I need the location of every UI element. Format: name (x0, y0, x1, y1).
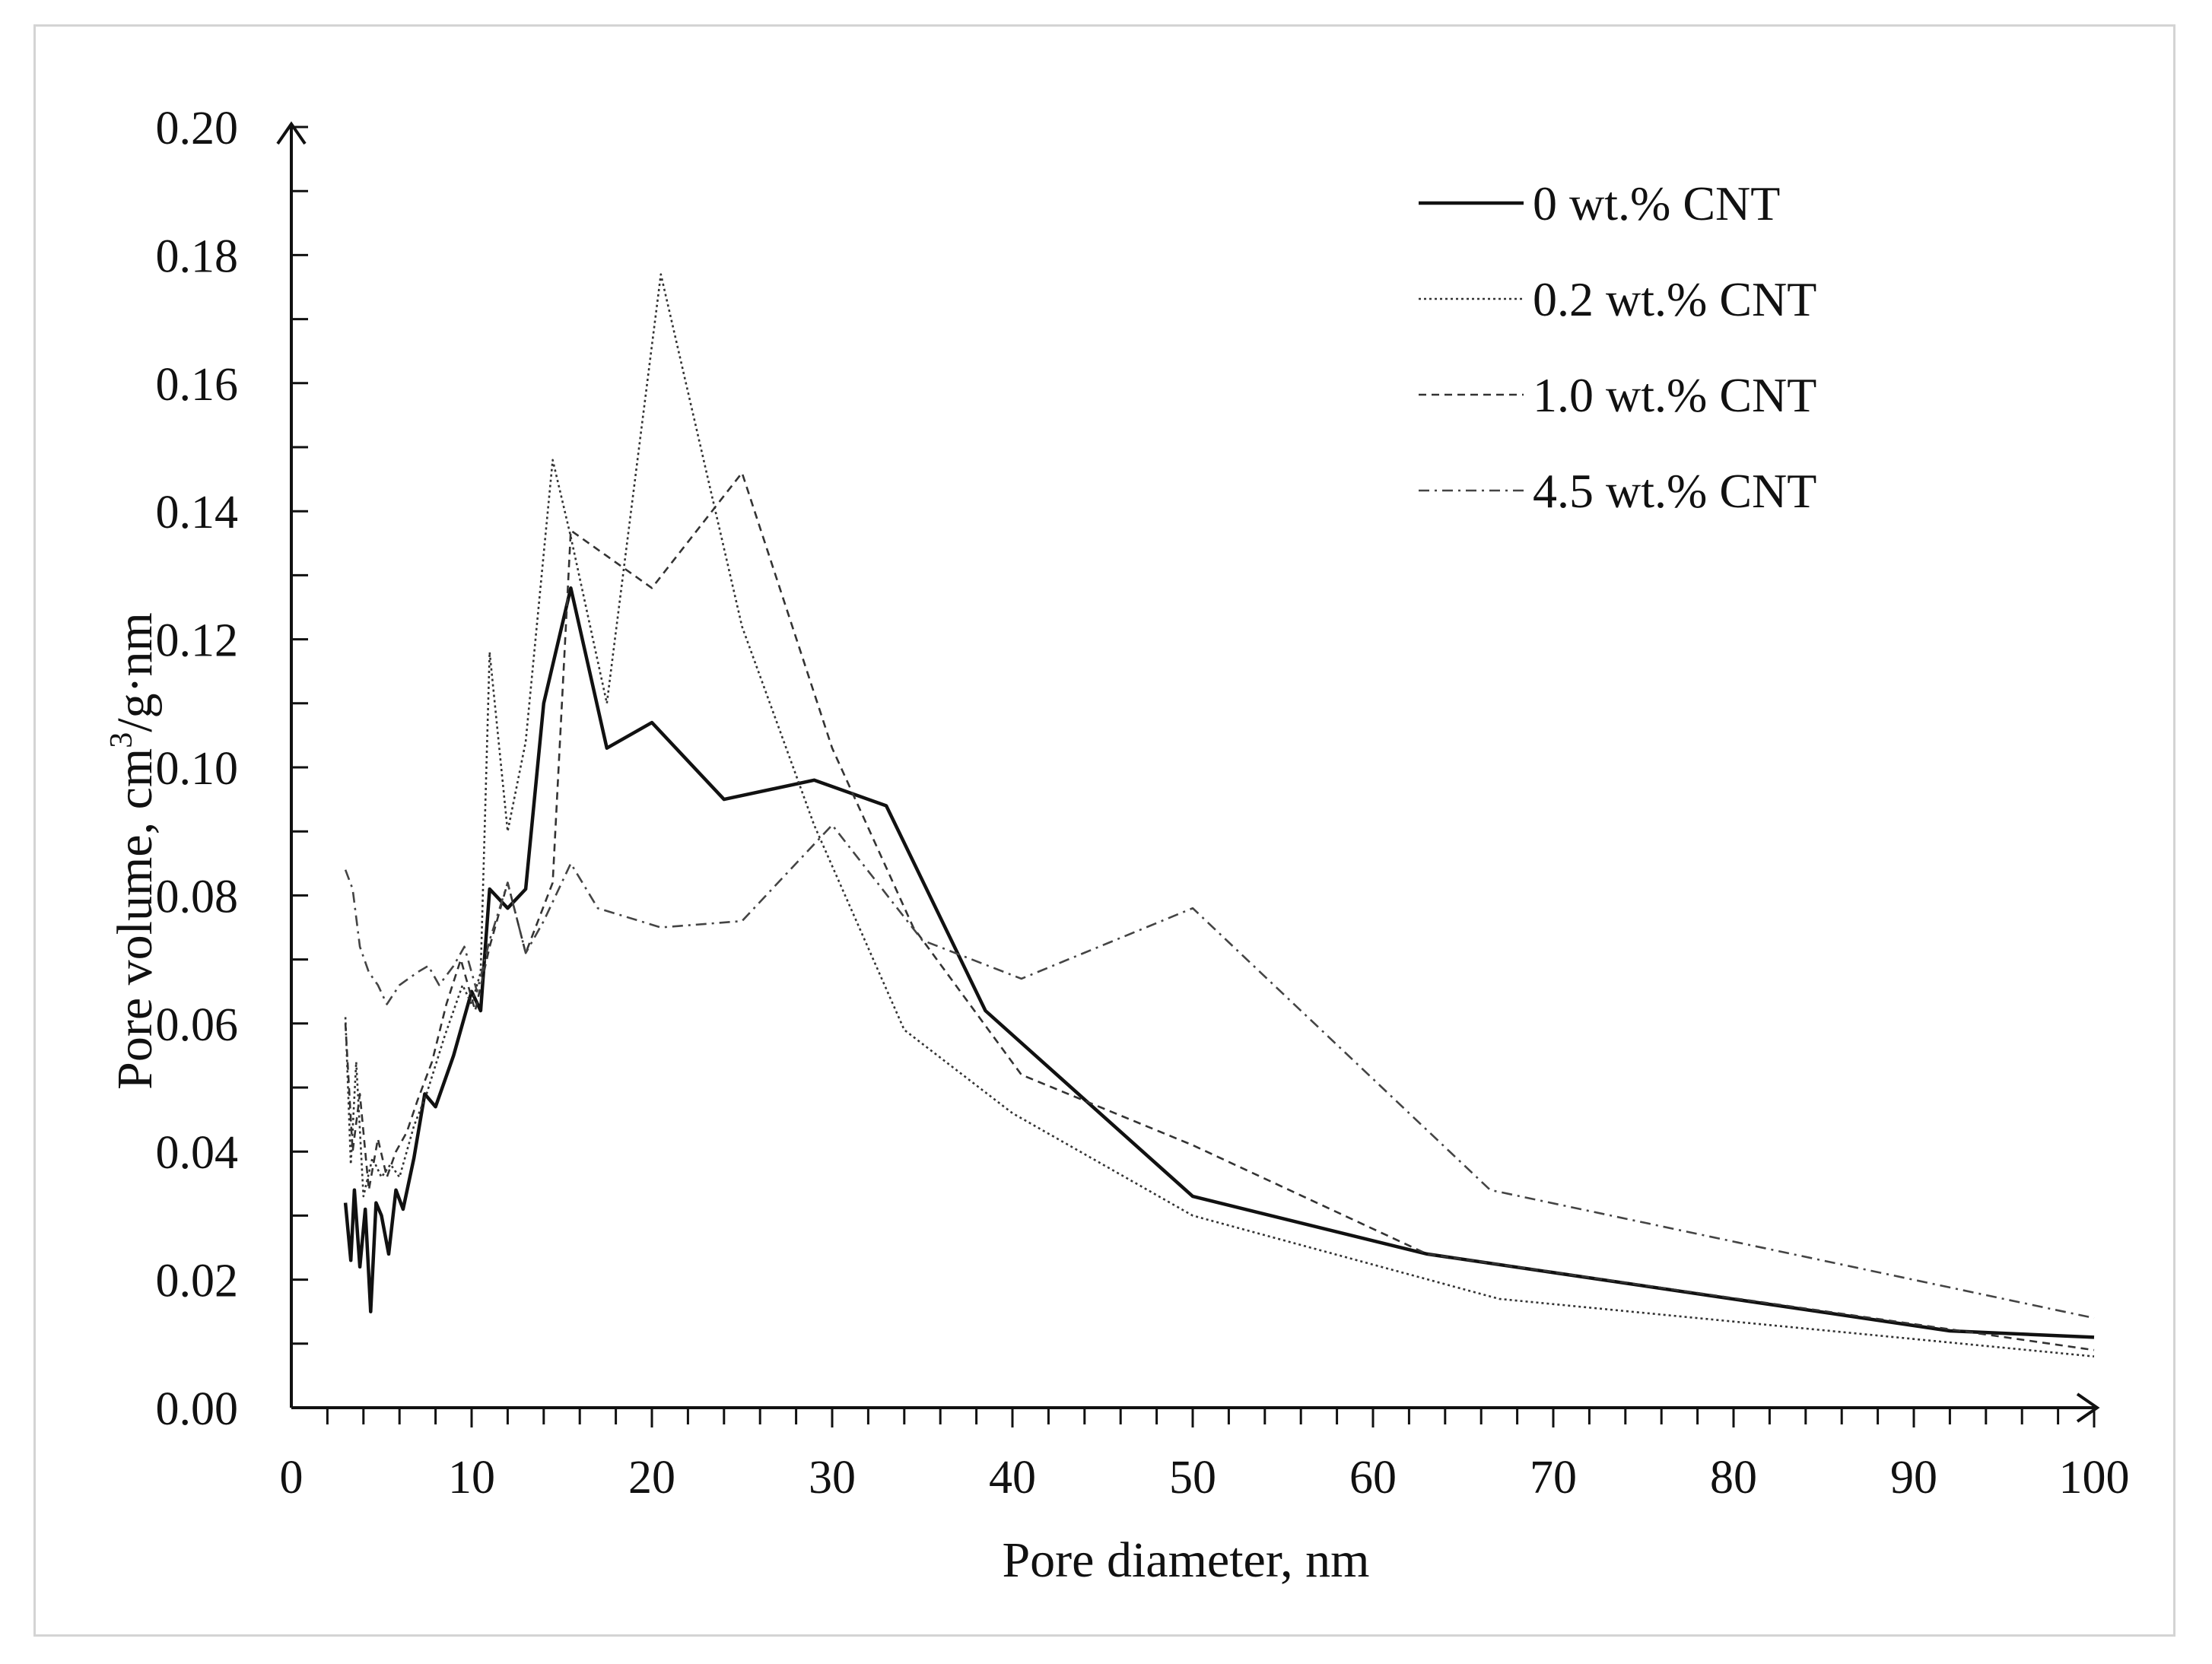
y-tick-label: 0.16 (156, 359, 239, 411)
y-tick-label: 0.18 (156, 230, 239, 282)
series-line-4 (344, 824, 2095, 1319)
x-tick-label: 10 (448, 1452, 495, 1504)
legend-label-4: 4.5 wt.% CNT (1533, 464, 1816, 518)
ticks (291, 125, 2096, 1427)
pore-volume-chart: 0.00 0.02 0.04 0.06 0.08 0.10 0.12 0.14 0.16 0.18… (104, 103, 2130, 1588)
x-axis-arrow (2076, 1392, 2100, 1423)
figure-frame: 0.00 0.02 0.04 0.06 0.08 0.10 0.12 0.14 0.16 0.18… (33, 24, 2175, 1637)
series-line-3 (344, 472, 2095, 1351)
y-axis-title-main: Pore volume, cm (107, 748, 163, 1090)
y-tick-label: 0.04 (156, 1127, 239, 1179)
y-axis-title-tail: /g·nm (107, 612, 163, 732)
x-tick-label: 20 (628, 1452, 675, 1504)
x-tick-label: 30 (809, 1452, 856, 1504)
axes (276, 121, 2100, 1423)
tick-labels: 0.00 0.02 0.04 0.06 0.08 0.10 0.12 0.14 0.16 0.18… (156, 103, 2130, 1504)
y-axis-title-sup: 3 (104, 732, 139, 748)
y-axis-title: Pore volume, cm3/g·nm (104, 612, 163, 1090)
series-line-2 (344, 273, 2095, 1358)
x-tick-label: 50 (1169, 1452, 1216, 1504)
y-axis-arrow (276, 121, 307, 145)
series-line-1 (343, 586, 2095, 1339)
y-tick-label: 0.14 (156, 487, 239, 538)
y-tick-label: 0.06 (156, 999, 239, 1051)
y-tick-label: 0.02 (156, 1256, 239, 1307)
x-tick-label: 40 (989, 1452, 1036, 1504)
x-tick-label: 80 (1710, 1452, 1757, 1504)
x-tick-label: 60 (1349, 1452, 1397, 1504)
legend: 0 wt.% CNT 0.2 wt.% CNT 1.0 wt.% CNT 4.5 wt… (1419, 176, 1816, 518)
x-tick-label: 0 (280, 1452, 304, 1504)
y-tick-label: 0.20 (156, 103, 239, 154)
x-tick-label: 70 (1530, 1452, 1577, 1504)
x-tick-label: 100 (2059, 1452, 2130, 1504)
y-tick-label: 0.12 (156, 615, 239, 667)
legend-label-1: 0 wt.% CNT (1533, 176, 1780, 230)
data-series (343, 273, 2095, 1358)
y-tick-label: 0.08 (156, 871, 239, 923)
x-tick-label: 90 (1890, 1452, 1937, 1504)
y-tick-label: 0.10 (156, 743, 239, 795)
legend-label-2: 0.2 wt.% CNT (1533, 272, 1816, 326)
x-axis-title: Pore diameter, nm (1002, 1532, 1369, 1588)
legend-label-3: 1.0 wt.% CNT (1533, 368, 1816, 422)
y-tick-label: 0.00 (156, 1383, 239, 1435)
